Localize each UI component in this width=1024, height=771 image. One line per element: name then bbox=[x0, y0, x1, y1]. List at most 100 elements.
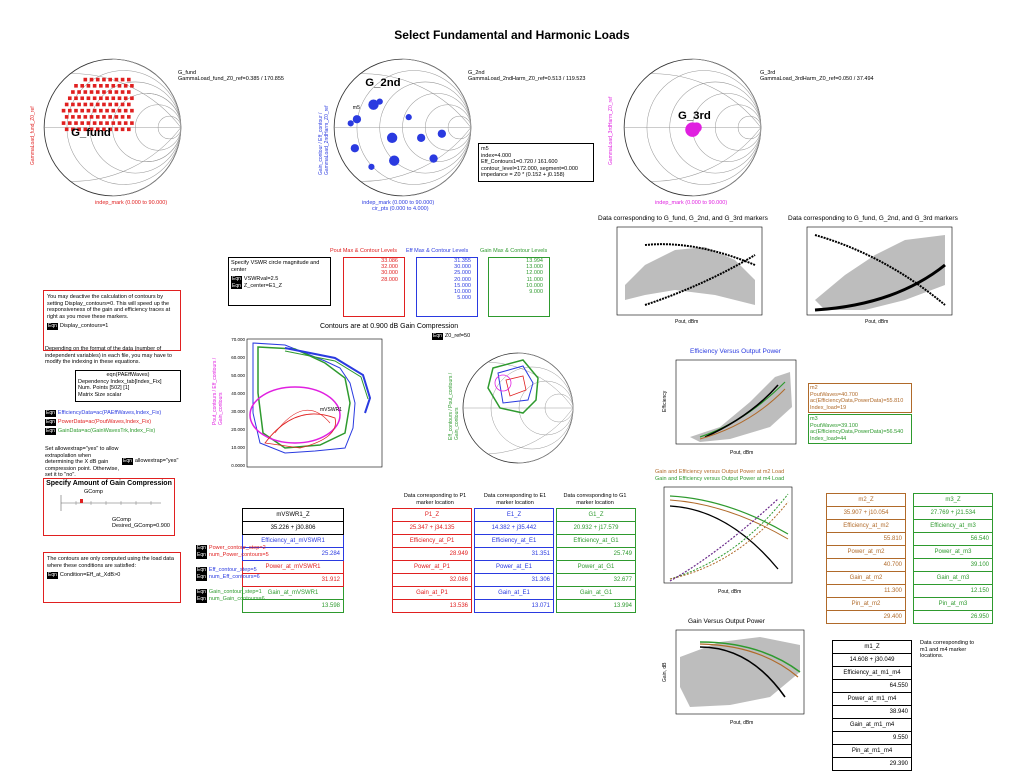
top-right-chart[interactable]: Pout, dBm bbox=[795, 225, 970, 325]
eqn-efficiency[interactable]: Eqn EfficiencyData=ac(PAEffWaves,Index_Fi… bbox=[45, 410, 162, 417]
p1-gain-label: Gain_at_P1 bbox=[392, 586, 472, 600]
e1-power-label: Power_at_E1 bbox=[474, 560, 554, 574]
g1-z-value: 20.932 + j17.579 bbox=[556, 521, 636, 535]
vswr-spec-box: Specify VSWR circle magnitude and center… bbox=[228, 257, 331, 306]
level-value: 10.000 bbox=[526, 282, 543, 289]
e1-z-value: 14.382 + j35.442 bbox=[474, 521, 554, 535]
efficiency-chart[interactable]: Pout, dBm Efficiency bbox=[660, 357, 800, 457]
p1-z-label: P1_Z bbox=[392, 508, 472, 522]
m3-pin-value: 26.950 bbox=[913, 610, 993, 624]
m2-z-value: 35.907 + j10.054 bbox=[826, 506, 906, 520]
m3-gain-label: Gain_at_m3 bbox=[913, 571, 993, 585]
eqn-power-contour[interactable]: Eqn Power_contour_step=2 bbox=[196, 545, 266, 552]
vswr-eqn2[interactable]: Eqn Z_center=E1_Z bbox=[231, 282, 282, 289]
e1-table: E1_Z 14.382 + j35.442 Efficiency_at_E1 3… bbox=[474, 508, 554, 613]
eqn-eff-contour[interactable]: Eqn Eff_contour_step=5 bbox=[196, 567, 257, 574]
gain-eff-chart[interactable]: Pout, dBm bbox=[648, 484, 808, 596]
g-2nd-readout-title: G_2nd bbox=[468, 70, 485, 76]
contours-text: The contours are only computed using the… bbox=[47, 556, 174, 569]
y-tick: 20.000 bbox=[231, 427, 245, 432]
top-left-xlabel: Pout, dBm bbox=[675, 319, 698, 325]
level-value: 12.000 bbox=[526, 270, 543, 277]
m5-marker-label: m5 bbox=[353, 105, 360, 111]
gain-compression-slider[interactable] bbox=[56, 491, 166, 511]
contour-smith-chart[interactable] bbox=[458, 348, 578, 468]
eqn-num-eff[interactable]: Eqn num_Eff_contours=6 bbox=[196, 574, 260, 581]
smith-fund-left-label: GammaLoad_fund_Z0_ref bbox=[30, 106, 36, 165]
g1-power-label: Power_at_G1 bbox=[556, 560, 636, 574]
extrap-note: Set allowextrap="yes" to allow extrapola… bbox=[45, 446, 119, 478]
level-value: 15.000 bbox=[454, 282, 471, 289]
contour-rect-plot[interactable]: 70.000 60.000 50.000 40.000 30.000 20.00… bbox=[225, 333, 385, 483]
p1-eff-value: 28.949 bbox=[392, 547, 472, 561]
g1-heading: Data corresponding to G1 marker location bbox=[563, 493, 627, 506]
m1m4-eff-label: Efficiency_at_m1_m4 bbox=[832, 666, 912, 680]
eqn-num-gain[interactable]: Eqn num_Gain_contours=6 bbox=[196, 596, 265, 603]
m5-info-line: Eff_Contours1=0.720 / 161.600 bbox=[481, 159, 558, 165]
m1m4-power-value: 38.940 bbox=[832, 705, 912, 719]
smith-chart-2nd[interactable]: G_2nd m5 bbox=[330, 55, 475, 200]
eff-chart-xlabel: Pout, dBm bbox=[730, 450, 753, 456]
g1-z-label: G1_Z bbox=[556, 508, 636, 522]
g-2nd-readout-value: GammaLoad_2ndHarm_Z0_ref=0.513 / 119.523 bbox=[468, 76, 586, 82]
m2-eff-label: Efficiency_at_m2 bbox=[826, 519, 906, 533]
g1-gain-value: 13.994 bbox=[556, 599, 636, 613]
extrap-eqn[interactable]: Eqn allowextrap="yes" bbox=[122, 458, 179, 465]
e1-z-label: E1_Z bbox=[474, 508, 554, 522]
mvswr1-z-value: 35.226 + j30.806 bbox=[242, 521, 344, 535]
m1m4-power-label: Power_at_m1_m4 bbox=[832, 692, 912, 706]
eff-levels: 31.355 30.000 25.000 20.000 15.000 10.00… bbox=[416, 257, 478, 317]
g1-table: G1_Z 20.932 + j17.579 Efficiency_at_G1 2… bbox=[556, 508, 636, 613]
y-tick: 0.0000 bbox=[231, 463, 245, 468]
eqn-gain-contour[interactable]: Eqn Gain_contour_step=1 bbox=[196, 589, 262, 596]
data-table: eqn(PAEffWaves) Dependency Index_tab[Ind… bbox=[75, 370, 181, 402]
power-at-mvswr1-label: Power_at_mVSWR1 bbox=[242, 560, 344, 574]
y-tick: 10.000 bbox=[231, 445, 245, 450]
top-right-xlabel: Pout, dBm bbox=[865, 319, 888, 325]
smith-chart-fund[interactable]: G_fund bbox=[40, 55, 185, 200]
m2-gain-label: Gain_at_m2 bbox=[826, 571, 906, 585]
level-value: 9.000 bbox=[529, 289, 543, 296]
gain-chart[interactable]: Pout, dBm Gain, dB bbox=[660, 627, 810, 727]
smith-chart-3rd[interactable]: G_3rd bbox=[620, 55, 765, 200]
vswr-eqn1[interactable]: Eqn VSWRval=2.5 bbox=[231, 276, 279, 283]
g-fund-readout-title: G_fund bbox=[178, 70, 197, 76]
gain-levels-title: Gain Max & Contour Levels bbox=[480, 248, 548, 254]
display-contours-eqn[interactable]: Display_contours=1 bbox=[59, 323, 109, 329]
y-tick: 60.000 bbox=[231, 355, 245, 360]
eqn-gain[interactable]: Eqn GainData=ac(GainWavesTrk,Index_Fix) bbox=[45, 428, 156, 435]
eqn-power[interactable]: Eqn PowerData=ac(PoutWaves,Index_Fix) bbox=[45, 419, 152, 426]
gain-chart-xlabel: Pout, dBm bbox=[730, 720, 753, 726]
m1-m4-table: m1_Z 14.608 + j30.049 Efficiency_at_m1_m… bbox=[832, 640, 912, 771]
m1m4-gain-value: 9.550 bbox=[832, 731, 912, 745]
m1m4-pin-label: Pin_at_m1_m4 bbox=[832, 744, 912, 758]
g-2nd-marker-label: G_2nd bbox=[365, 77, 400, 89]
z0ref-eqn[interactable]: Eqn Z0_ref=50 bbox=[432, 333, 471, 340]
gain-chart-title: Gain Versus Output Power bbox=[688, 618, 765, 625]
top-left-chart[interactable]: Pout, dBm bbox=[605, 225, 780, 325]
level-value: 10.000 bbox=[454, 289, 471, 296]
gain-at-mvswr1-value: 13.598 bbox=[242, 599, 344, 613]
m2-readout-line: ac(EfficiencyData,PowerData)=55.810 bbox=[810, 398, 904, 404]
g1-eff-label: Efficiency_at_G1 bbox=[556, 534, 636, 548]
page-title: Select Fundamental and Harmonic Loads bbox=[394, 28, 630, 42]
e1-heading: Data corresponding to E1 marker location bbox=[483, 493, 547, 506]
indexing-note: Depending on the format of the data (num… bbox=[45, 346, 172, 365]
e1-gain-label: Gain_at_E1 bbox=[474, 586, 554, 600]
smith-3rd-bottom-label: indep_mark (0.000 to 90.000) bbox=[655, 200, 728, 206]
m3-table: m3_Z 27.769 + j21.534 Efficiency_at_m3 5… bbox=[913, 493, 993, 624]
gain-compression-title: Specify Amount of Gain Compression bbox=[46, 480, 172, 487]
m3-readout-line: Index_load=44 bbox=[810, 435, 847, 442]
condition-eqn[interactable]: Condition=Eff_at_XdB>0 bbox=[59, 572, 121, 578]
gain-levels: 13.994 13.000 12.000 11.000 10.000 9.000 bbox=[488, 257, 550, 317]
contour-plot-left-label: Pout_contours / Eff_contours / Gain_cont… bbox=[212, 357, 224, 425]
eqn-num-power[interactable]: Eqn num_Power_contours=5 bbox=[196, 552, 269, 559]
p1-table: P1_Z 25.347 + j34.135 Efficiency_at_P1 2… bbox=[392, 508, 472, 613]
m3-eff-value: 56.540 bbox=[913, 532, 993, 546]
m5-info-line: index=4.000 bbox=[481, 152, 512, 159]
gain-eff-title1: Gain and Efficiency versus Output Power … bbox=[655, 469, 785, 475]
level-value: 5.000 bbox=[457, 295, 471, 302]
g-3rd-readout-title: G_3rd bbox=[760, 70, 776, 76]
smith-3rd-left-label: GammaLoad_3rdHarm_Z0_ref bbox=[608, 96, 614, 165]
gain-compression-panel: Specify Amount of Gain Compression GComp… bbox=[43, 478, 175, 536]
